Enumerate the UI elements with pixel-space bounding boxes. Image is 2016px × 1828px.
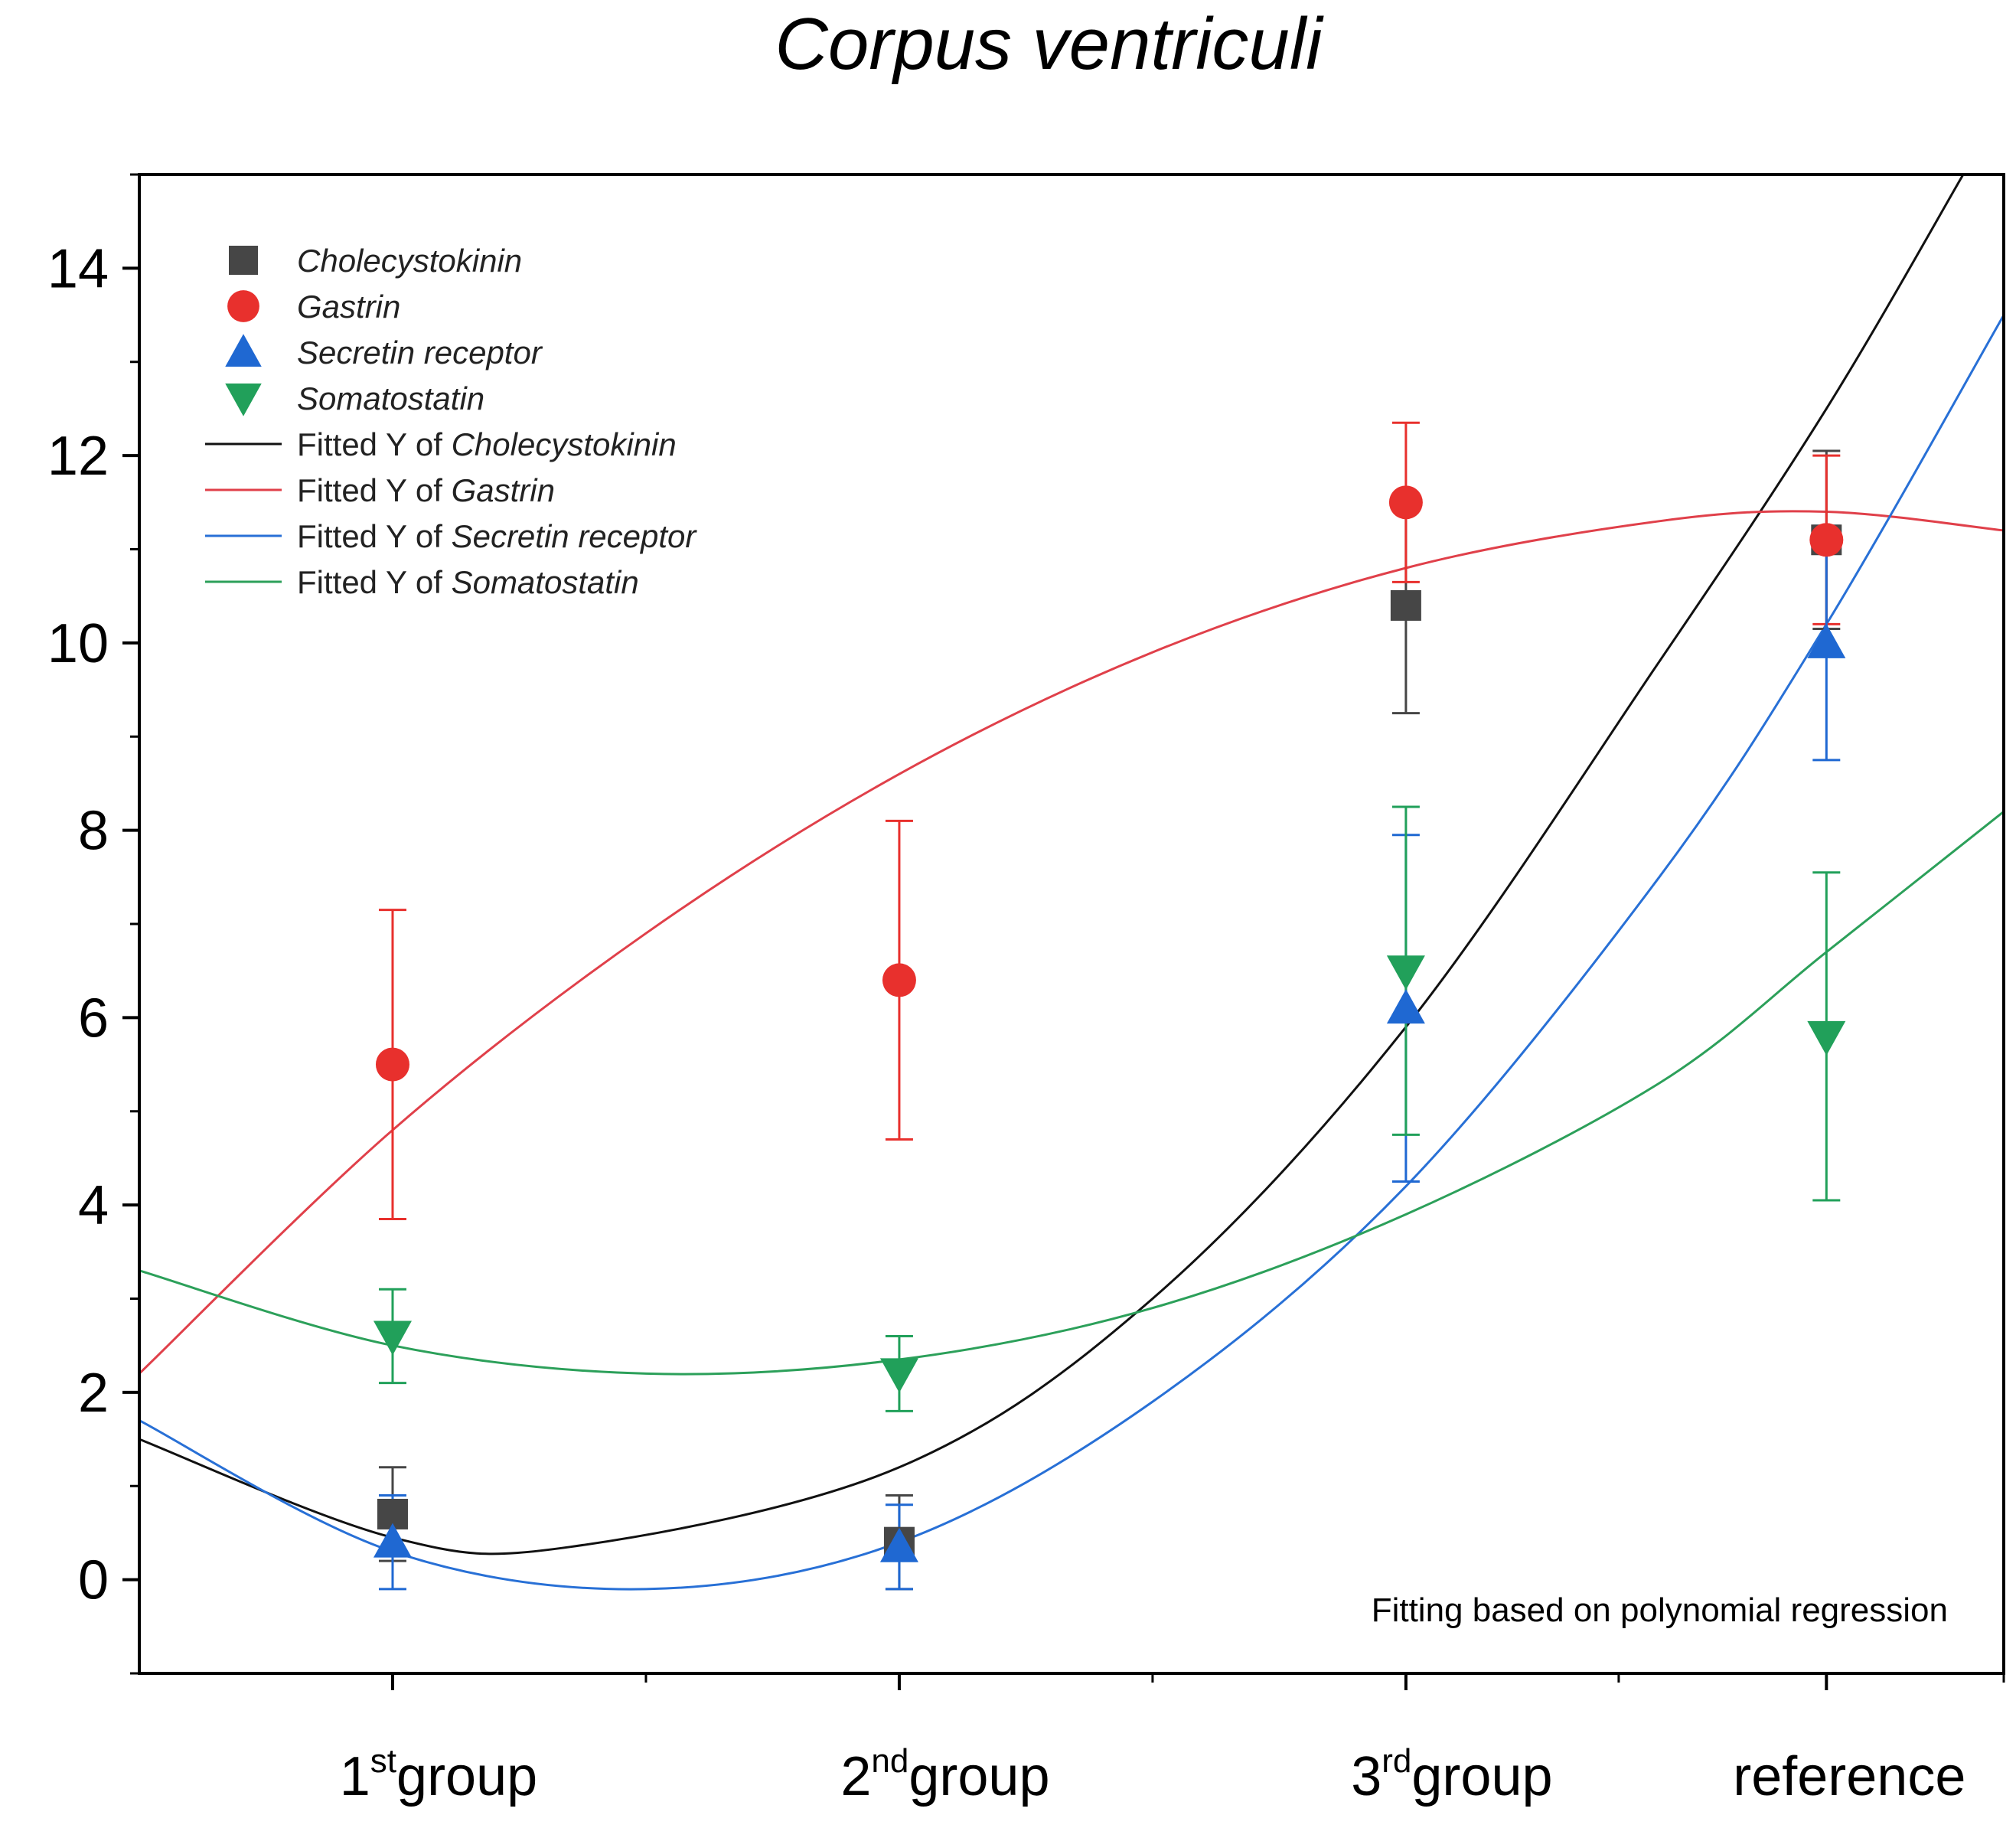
x-tick-label: reference [1733,1746,1965,1807]
legend-label: Somatostatin [297,380,484,416]
legend-marker [225,384,262,416]
legend-label: Fitted Y of Secretin receptor [297,518,697,554]
fit-line-secretin-receptor [139,314,2004,1591]
fit-line-gastrin [139,510,2004,1375]
legend-marker [225,334,262,367]
point-gastrin [1809,523,1844,557]
legend-item: Fitted Y of Secretin receptor [205,518,697,554]
y-tick-label: 10 [47,613,109,674]
y-tick-label: 14 [47,238,109,299]
point-gastrin [375,1047,409,1082]
point-secretin-receptor [1386,989,1425,1024]
legend: Cholecystokinin Gastrin Secretin receptor S… [205,243,697,600]
point-cholecystokinin [1390,589,1421,621]
legend-label: Cholecystokinin [297,243,522,279]
legend-label: Secretin receptor [297,335,543,370]
legend-item: Fitted Y of Cholecystokinin [205,426,677,462]
x-tick-label: 1stgroup [340,1742,537,1807]
legend-marker [229,246,258,275]
y-tick-label: 6 [78,987,109,1049]
point-gastrin [1388,485,1423,520]
legend-item: Cholecystokinin [229,243,522,279]
y-tick-label: 8 [78,801,109,862]
fit-lines [139,175,2004,1591]
y-tick-label: 2 [78,1363,109,1424]
point-somatostatin [879,1358,918,1393]
legend-item: Fitted Y of Somatostatin [205,564,639,600]
x-tick-label: 2ndgroup [840,1742,1049,1807]
point-secretin-receptor [1807,623,1846,658]
y-tick-label: 12 [47,426,109,487]
legend-label: Fitted Y of Somatostatin [297,564,639,600]
point-secretin-receptor [879,1527,918,1562]
data-points [373,485,1846,1562]
point-secretin-receptor [373,1523,412,1558]
legend-item: Secretin receptor [225,334,543,370]
point-somatostatin [1807,1020,1846,1056]
legend-item: Gastrin [227,289,400,325]
legend-label: Fitted Y of Gastrin [297,472,555,508]
axes: 0 2 4 6 8 10 12 14 1stgroup 2ndgroup 3rdgroup refer… [47,173,2005,1807]
legend-item: Somatostatin [225,380,484,416]
legend-label: Gastrin [297,289,400,325]
point-somatostatin [373,1320,412,1356]
fit-note: Fitting based on polynomial regression [1372,1591,1948,1629]
fit-line-somatostatin [139,811,2004,1376]
point-gastrin [882,963,916,997]
y-tick-label: 0 [78,1550,109,1611]
x-tick-label: 3rdgroup [1351,1742,1552,1807]
fit-line-cholecystokinin [139,175,1965,1555]
chart-title: Corpus ventriculi [775,3,1325,85]
y-tick-label: 4 [78,1175,109,1236]
point-somatostatin [1386,955,1425,991]
legend-item: Fitted Y of Gastrin [205,472,555,508]
legend-marker [227,290,259,322]
legend-label: Fitted Y of Cholecystokinin [297,426,677,462]
